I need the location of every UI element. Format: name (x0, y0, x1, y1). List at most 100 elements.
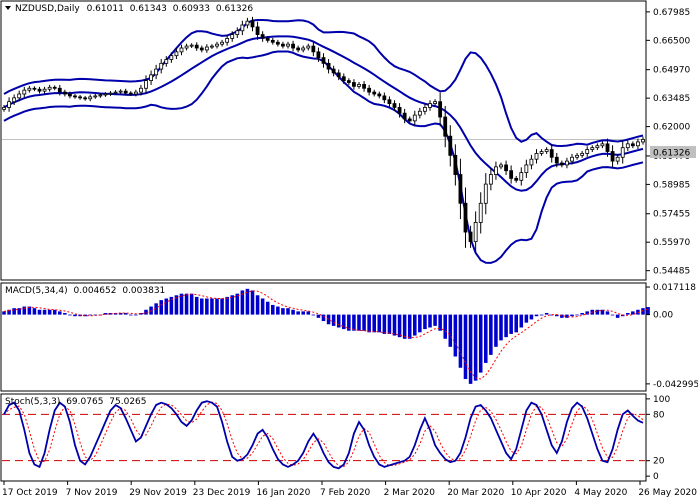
candle (225, 35, 230, 46)
candle (494, 161, 498, 180)
candle (488, 168, 493, 191)
bullish-candle-body (184, 45, 189, 49)
bearish-candle-body (52, 86, 57, 89)
candle (453, 144, 458, 186)
macd-tick-label: 0.017118 (653, 283, 696, 293)
bullish-candle-body (488, 174, 493, 185)
bullish-candle-body (108, 92, 113, 95)
candle (133, 89, 138, 97)
candle (352, 79, 356, 90)
date-tick-label: 17 Oct 2019 (2, 488, 58, 498)
candle (17, 90, 22, 102)
bullish-candle-body (179, 47, 184, 53)
macd-bar (189, 293, 194, 315)
bullish-candle-body (245, 20, 250, 26)
macd-bar (595, 309, 600, 315)
candle (372, 89, 377, 97)
price-tick-label: 0.67985 (653, 8, 690, 18)
macd-title: MACD(5,34,4) 0.004652 0.003831 (5, 286, 165, 296)
macd-bar (418, 314, 422, 333)
candle (412, 110, 417, 126)
bearish-candle-body (468, 231, 473, 243)
macd-histogram (2, 288, 650, 384)
bullish-candle-body (595, 145, 600, 149)
price-tick-label: 0.64970 (653, 66, 690, 76)
macd-bar (220, 298, 224, 315)
macd-bar (179, 293, 184, 315)
macd-bar (42, 309, 47, 315)
bullish-candle-body (139, 87, 143, 93)
macd-bar (463, 314, 468, 380)
candle (291, 40, 295, 52)
bullish-candle-body (2, 107, 6, 110)
candle (174, 48, 179, 60)
candle (590, 145, 595, 153)
candle (331, 65, 336, 77)
macd-bar (362, 314, 366, 331)
bullish-candle-body (42, 88, 47, 92)
bollinger-upper-band (3, 19, 644, 148)
date-tick-label: 4 May 2020 (574, 488, 627, 498)
candle (210, 44, 214, 49)
bullish-candle-body (620, 147, 625, 158)
candle (179, 44, 184, 56)
macd-bar (301, 311, 305, 315)
macd-bar (610, 314, 615, 316)
macd-bar (123, 312, 128, 315)
macd-signal-line (3, 290, 649, 380)
bearish-candle-body (448, 135, 453, 156)
bullish-candle-body (575, 154, 579, 158)
macd-bar (336, 314, 341, 328)
bearish-candle-body (453, 154, 458, 175)
macd-bar (240, 290, 245, 315)
candle (458, 158, 463, 220)
macd-bar (210, 298, 214, 315)
date-tick-label: 29 Nov 2019 (129, 488, 187, 498)
macd-bar (63, 312, 67, 315)
macd-bar (164, 298, 169, 315)
macd-bar (509, 314, 513, 334)
macd-bar (215, 298, 219, 315)
date-tick-label: 26 May 2020 (638, 488, 697, 498)
candle (625, 140, 630, 152)
macd-bar (519, 314, 524, 328)
bullish-candle-body (113, 91, 118, 94)
date-tick-label: 7 Feb 2020 (320, 488, 371, 498)
macd-bar (646, 307, 650, 315)
macd-bar (68, 314, 72, 316)
candle (311, 41, 316, 57)
macd-bar (37, 309, 42, 315)
macd-bar (397, 314, 402, 338)
candle (514, 175, 519, 183)
macd-bar (291, 309, 295, 315)
low-value: 0.60933 (173, 4, 210, 14)
bullish-candle-body (27, 87, 32, 91)
candle (73, 94, 77, 99)
price-panel-frame (0, 0, 647, 281)
macd-bar (560, 314, 564, 318)
candle (169, 52, 174, 63)
candle (433, 99, 437, 106)
bullish-candle-body (47, 86, 52, 90)
price-tick-label: 0.66500 (653, 36, 690, 46)
svg-text:NZDUSD,Daily 0.61011: NZDUSD,Daily 0.61011 0.61343 0.60933 0.6… (15, 4, 253, 14)
candle (448, 125, 453, 167)
macd-bar (225, 296, 229, 315)
macd-bar (139, 312, 143, 315)
macd-bar (331, 314, 336, 326)
candle (88, 94, 93, 102)
macd-bar (372, 314, 376, 333)
macd-bar (88, 314, 92, 316)
candle (630, 141, 635, 149)
candle (113, 90, 118, 95)
candle (367, 84, 372, 96)
candle (68, 91, 72, 99)
symbol-label: NZDUSD (15, 4, 54, 14)
bullish-candle-body (570, 156, 574, 162)
title-arrow-icon (5, 6, 11, 10)
bearish-candle-body (255, 26, 260, 35)
bearish-candle-body (37, 88, 42, 92)
candle (417, 107, 422, 119)
macd-bar (626, 312, 630, 315)
macd-bar (200, 298, 204, 315)
